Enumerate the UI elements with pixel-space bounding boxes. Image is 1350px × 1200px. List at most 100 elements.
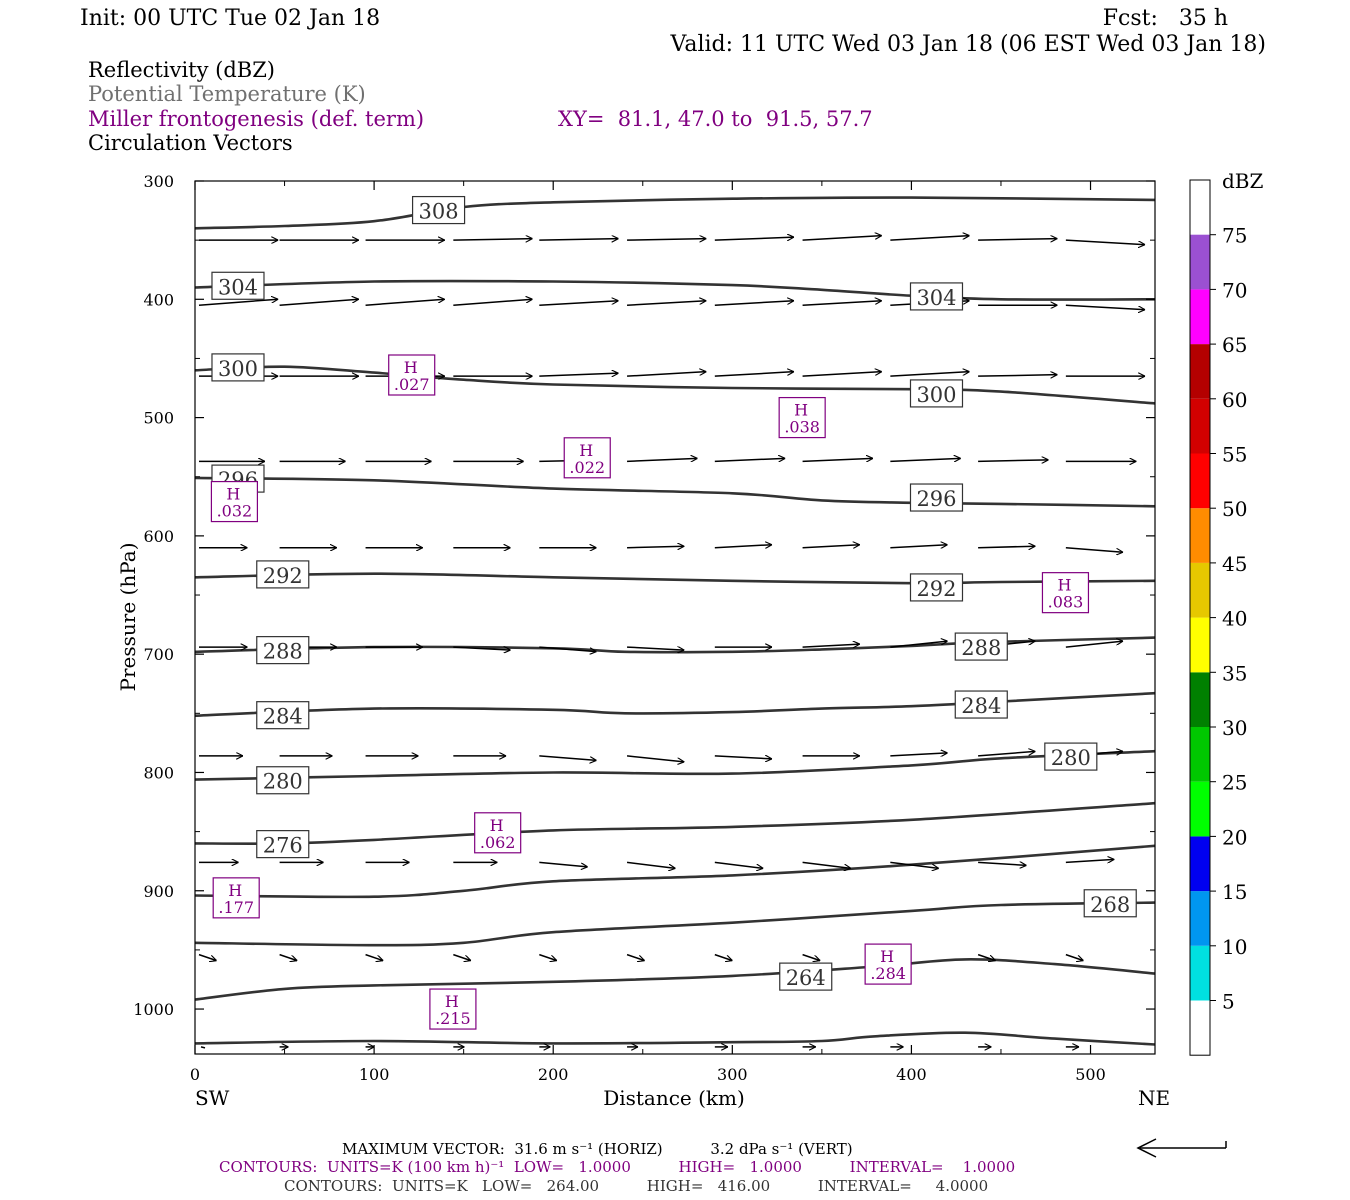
circulation-vector-arrow: [539, 646, 596, 652]
theta-contour-label-box: [909, 282, 964, 311]
x-axis-right-end-label: NE: [1138, 1086, 1170, 1110]
theta-contour-label-box: [256, 701, 310, 730]
theta-contour-label: 288: [263, 640, 303, 664]
colorbar-label: 10: [1222, 935, 1247, 959]
circulation-vector-arrow: [627, 239, 706, 241]
theta-contour-label-box: [256, 560, 310, 589]
field-label-circulation-vectors: Circulation Vectors: [88, 131, 293, 155]
circulation-vector-arrow: [365, 953, 384, 961]
frontogenesis-contour-info: CONTOURS: UNITS=K (100 km h)⁻¹ LOW= 1.00…: [219, 1158, 1015, 1176]
frontogenesis-max-symbol: H: [794, 401, 808, 420]
circulation-vector-arrow: [714, 301, 794, 306]
colorbar-segment: [1190, 781, 1210, 837]
colorbar-segment: [1190, 727, 1210, 782]
theta-contour-line: [195, 749, 1155, 781]
circulation-vector-arrow: [627, 546, 684, 548]
circulation-vector-arrow: [714, 458, 785, 461]
frontogenesis-max-value: .177: [218, 898, 254, 917]
colorbar-label: 65: [1222, 333, 1247, 357]
circulation-vector-arrow: [626, 861, 675, 868]
valid-time-label: Valid: 11 UTC Wed 03 Jan 18 (06 EST Wed …: [669, 32, 1266, 57]
circulation-vector-arrow: [802, 372, 882, 377]
colorbar-segment: [1190, 234, 1210, 290]
x-tick-label: 0: [190, 1065, 200, 1084]
frontogenesis-max-symbol: H: [579, 441, 593, 460]
circulation-vector-arrow: [365, 299, 445, 306]
colorbar-segment: [1190, 398, 1210, 454]
colorbar-label: 50: [1222, 497, 1247, 521]
circulation-vector-arrow: [802, 301, 882, 306]
theta-contour-label-box: [211, 353, 265, 382]
circulation-vector-arrow: [978, 546, 1035, 548]
frontogenesis-max-value: .032: [217, 502, 253, 521]
frontogenesis-maxima: H.027H.038H.022H.032H.083H.062H.177H.284…: [210, 354, 1090, 1030]
colorbar-top-segment: [1190, 180, 1210, 235]
x-axis-title: Distance (km): [603, 1086, 745, 1110]
frontogenesis-max-value: .215: [435, 1009, 471, 1028]
circulation-vector-arrow: [890, 753, 947, 756]
frontogenesis-max-box: [778, 396, 826, 439]
forecast-hour-label: Fcst: 35 h: [1103, 6, 1228, 31]
frontogenesis-max-symbol: H: [228, 881, 242, 900]
circulation-vector-arrow: [279, 299, 359, 306]
frontogenesis-max-symbol: H: [445, 992, 459, 1011]
circulation-vector-arrow: [453, 647, 510, 650]
frontogenesis-max-box: [1041, 572, 1090, 614]
theta-contour-label: 280: [263, 770, 303, 794]
circulation-vector-arrow: [1065, 546, 1123, 553]
circulation-vector-arrow: [890, 861, 938, 868]
colorbar-label: 55: [1222, 443, 1247, 467]
field-label-potential-temperature: Potential Temperature (K): [88, 82, 366, 106]
frontogenesis-max-box: [210, 480, 259, 523]
theta-contour-line: [195, 279, 1155, 301]
reference-vector-arrowhead-icon: [1136, 1138, 1157, 1158]
theta-contour-label-box: [1044, 742, 1098, 771]
colorbar-label: 20: [1222, 825, 1247, 849]
y-axis-title: Pressure (hPa): [116, 543, 140, 692]
colorbar-label: 70: [1222, 278, 1247, 302]
circulation-vector-arrow: [802, 545, 860, 548]
theta-contour-label-box: [954, 632, 1008, 661]
theta-contour-label-box: [256, 766, 310, 795]
colorbar-segment: [1190, 344, 1210, 399]
theta-contour-label: 304: [218, 275, 258, 299]
theta-contour-label: 308: [419, 200, 459, 224]
circulation-vector-arrow: [1065, 239, 1145, 245]
circulation-vector-arrow: [890, 236, 969, 241]
theta-contour-label-box: [909, 483, 964, 512]
circulation-vector-arrow: [627, 458, 697, 461]
circulation-vector-arrow: [978, 460, 1048, 462]
frontogenesis-max-box: [563, 437, 611, 479]
circulation-vector-arrow: [890, 458, 960, 461]
circulation-vector-arrow: [714, 861, 763, 868]
frontogenesis-max-box: [388, 354, 436, 396]
circulation-vector-arrow: [802, 861, 851, 868]
frontogenesis-max-value: .022: [569, 458, 605, 477]
colorbar-label: 35: [1222, 661, 1247, 685]
x-tick-label: 500: [1075, 1065, 1106, 1084]
vector-stub: [200, 1046, 206, 1049]
frontogenesis-max-value: .284: [870, 964, 906, 983]
y-tick-label: 300: [143, 172, 174, 191]
field-label-frontogenesis: Miller frontogenesis (def. term): [88, 107, 424, 131]
frontogenesis-max-box: [212, 877, 260, 919]
circulation-vector-arrow: [626, 755, 684, 762]
theta-contour-label-box: [909, 379, 964, 408]
y-tick-label: 1000: [133, 1000, 174, 1019]
theta-contour-line: [195, 196, 1155, 230]
circulation-vector-arrow: [539, 239, 618, 241]
circulation-vector-arrow: [802, 644, 860, 647]
colorbar-segment: [1190, 836, 1210, 892]
x-tick-label: 300: [717, 1065, 748, 1084]
y-tick-label: 800: [143, 763, 174, 782]
frontogenesis-max-symbol: H: [880, 947, 894, 966]
frontogenesis-max-value: .083: [1048, 593, 1084, 612]
theta-contour-label-box: [954, 690, 1008, 719]
circulation-vector-arrow: [978, 375, 1057, 377]
circulation-vector-arrow: [539, 953, 557, 961]
circulation-vector-arrow: [198, 299, 278, 306]
plot-area: [195, 181, 1155, 1054]
circulation-vector-arrow: [626, 953, 645, 961]
theta-contour-line: [195, 844, 1155, 899]
colorbar-label: 75: [1222, 224, 1247, 248]
